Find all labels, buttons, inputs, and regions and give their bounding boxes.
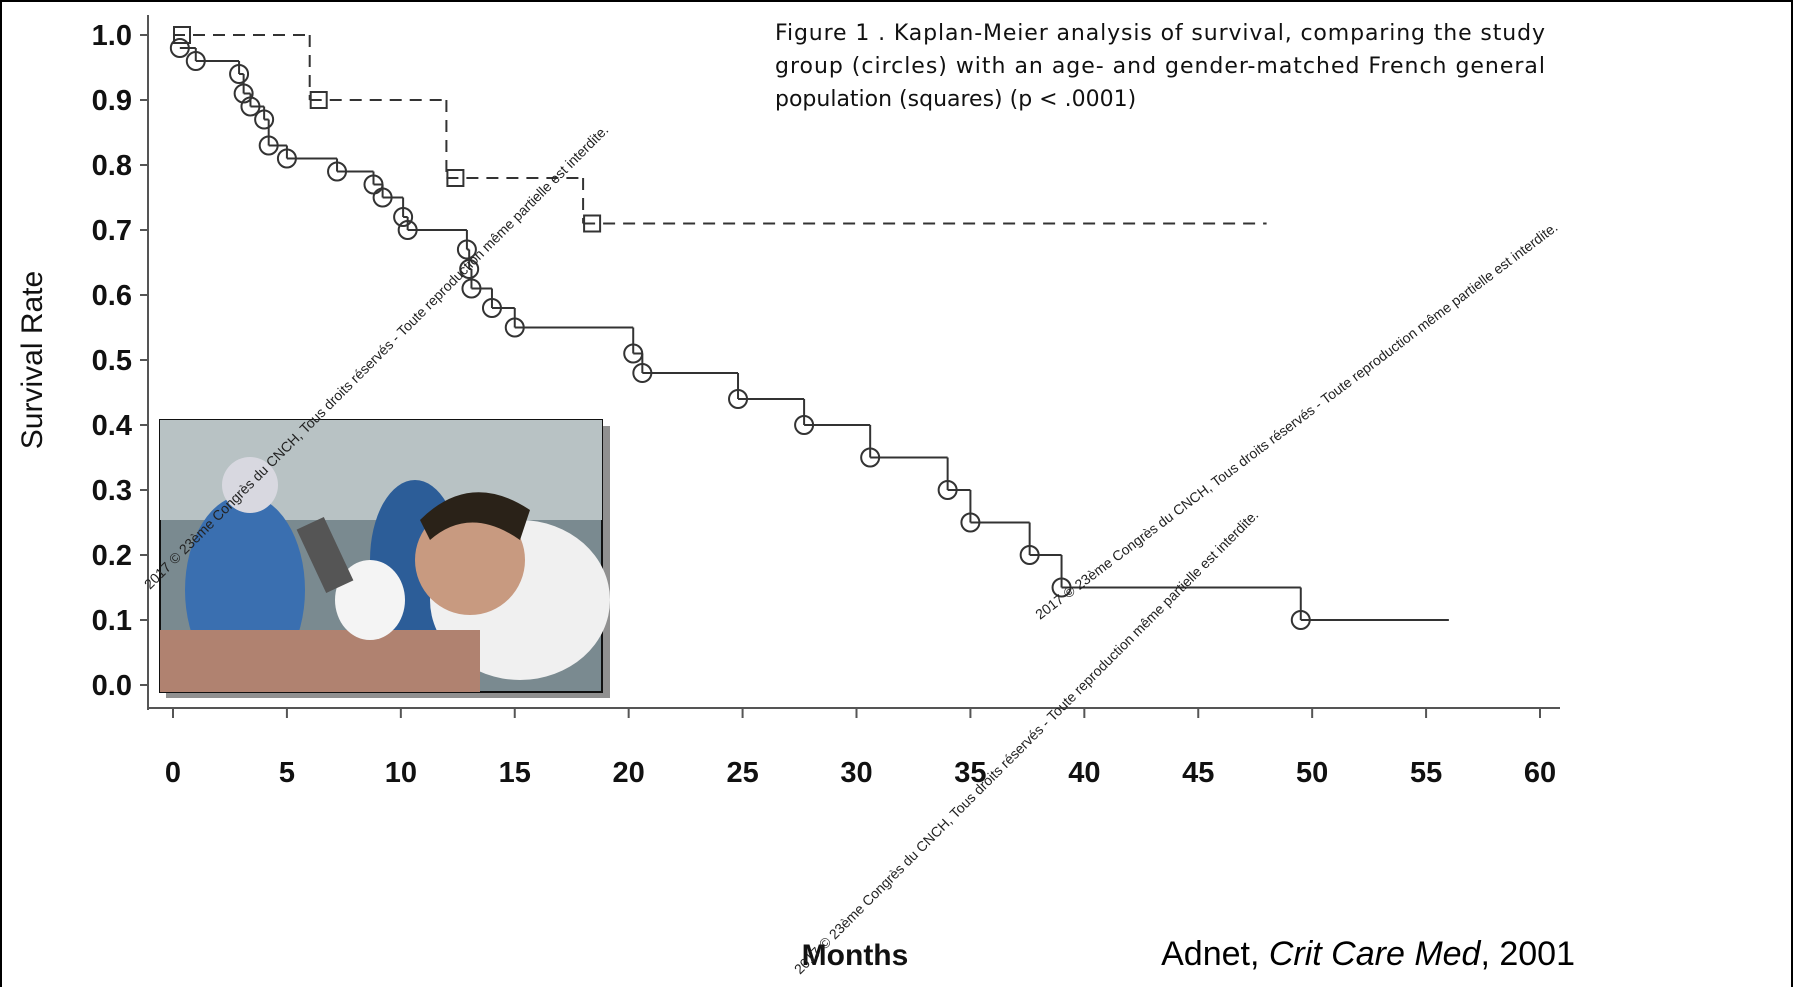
y-tick-label: 0.5 (92, 345, 132, 377)
y-tick-label: 1.0 (92, 20, 132, 52)
y-tick-label: 0.1 (92, 605, 132, 637)
citation-journal: Crit Care Med (1269, 935, 1482, 973)
y-tick-label: 0.4 (92, 410, 132, 442)
y-tick-label: 0.7 (92, 215, 132, 247)
x-tick-label: 20 (613, 757, 645, 789)
citation-year: , 2001 (1480, 935, 1575, 973)
x-tick-label: 15 (499, 757, 531, 789)
x-tick-label: 10 (385, 757, 417, 789)
x-tick-label: 40 (1068, 757, 1100, 789)
x-tick-label: 0 (165, 757, 181, 789)
y-tick-label: 0.6 (92, 280, 132, 312)
y-tick-label: 0.9 (92, 85, 132, 117)
x-tick-label: 45 (1182, 757, 1214, 789)
watermark: 2017 © 23ème Congrès du CNCH, Tous droit… (791, 507, 1262, 978)
x-tick-label: 55 (1410, 757, 1442, 789)
caption: Figure 1 . Kaplan-Meier analysis of surv… (775, 21, 1545, 112)
x-tick-label: 5 (279, 757, 295, 789)
x-tick-label: 30 (840, 757, 872, 789)
citation: Adnet, Crit Care Med, 2001 (1161, 935, 1575, 973)
y-axis-label: Survival Rate (16, 271, 49, 449)
photo (160, 420, 610, 698)
watermark: 2017 © 23ème Congrès du CNCH, Tous droit… (1032, 219, 1560, 623)
x-tick-label: 25 (726, 757, 758, 789)
x-tick-label: 50 (1296, 757, 1328, 789)
citation-author: Adnet, (1161, 935, 1269, 973)
y-tick-label: 0.3 (92, 475, 132, 507)
y-tick-label: 0.2 (92, 540, 132, 572)
slide: 1.0 0.9 0.8 0.7 0.6 0.5 0.4 0.3 0.2 0.1 0.0 0 5 10 15 2… (0, 0, 1793, 987)
x-tick-label: 60 (1524, 757, 1556, 789)
y-tick-label: 0.0 (92, 670, 132, 702)
y-tick-label: 0.8 (92, 150, 132, 182)
